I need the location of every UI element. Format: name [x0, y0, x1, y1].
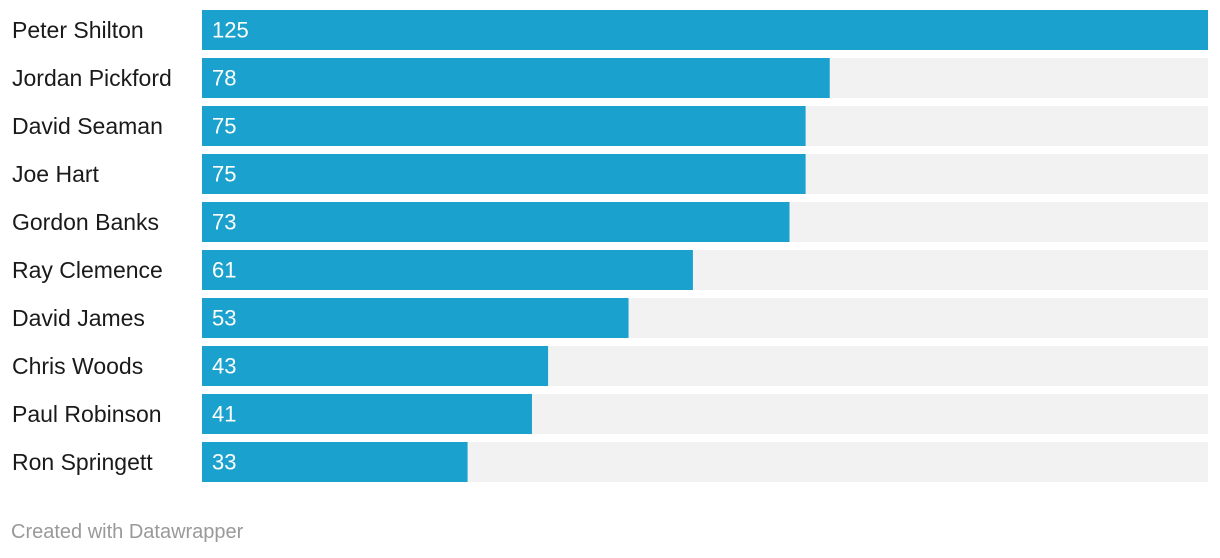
value-label: 61 [212, 258, 236, 283]
value-label: 33 [212, 450, 236, 475]
category-label: David Seaman [12, 113, 163, 139]
category-label: Joe Hart [12, 161, 100, 187]
bar[interactable] [202, 106, 806, 146]
value-label: 41 [212, 402, 236, 427]
category-label: Gordon Banks [12, 209, 159, 235]
bar[interactable] [202, 346, 549, 386]
value-label: 125 [212, 18, 249, 43]
value-label: 78 [212, 66, 236, 91]
bar-row: Peter Shilton 125 [12, 10, 1208, 50]
bar[interactable] [202, 202, 790, 242]
bar-row: Gordon Banks 73 [12, 202, 1208, 242]
category-label: Ron Springett [12, 449, 153, 475]
bar[interactable] [202, 394, 532, 434]
bar-row: Paul Robinson 41 [12, 394, 1208, 434]
bar[interactable] [202, 10, 1208, 50]
category-label: Paul Robinson [12, 401, 162, 427]
value-label: 43 [212, 354, 236, 379]
value-label: 73 [212, 210, 236, 235]
bar[interactable] [202, 154, 806, 194]
value-label: 53 [212, 306, 236, 331]
bar[interactable] [202, 250, 693, 290]
bar-row: Jordan Pickford 78 [12, 58, 1208, 98]
bar-chart: Peter Shilton 125 Jordan Pickford 78 David S… [12, 10, 1208, 482]
category-label: Peter Shilton [12, 17, 144, 43]
category-label: Jordan Pickford [12, 65, 172, 91]
value-label: 75 [212, 114, 236, 139]
bar[interactable] [202, 442, 468, 482]
category-label: Chris Woods [12, 353, 143, 379]
bar-row: Joe Hart 75 [12, 154, 1208, 194]
bar-row: Ron Springett 33 [12, 442, 1208, 482]
category-label: David James [12, 305, 145, 331]
bar-row: David Seaman 75 [12, 106, 1208, 146]
bar-row: Chris Woods 43 [12, 346, 1208, 386]
value-label: 75 [212, 162, 236, 187]
bar-row: Ray Clemence 61 [12, 250, 1208, 290]
bar[interactable] [202, 298, 629, 338]
bar[interactable] [202, 58, 830, 98]
footer-credit[interactable]: Created with Datawrapper [11, 521, 244, 543]
category-label: Ray Clemence [12, 257, 163, 283]
bar-row: David James 53 [12, 298, 1208, 338]
